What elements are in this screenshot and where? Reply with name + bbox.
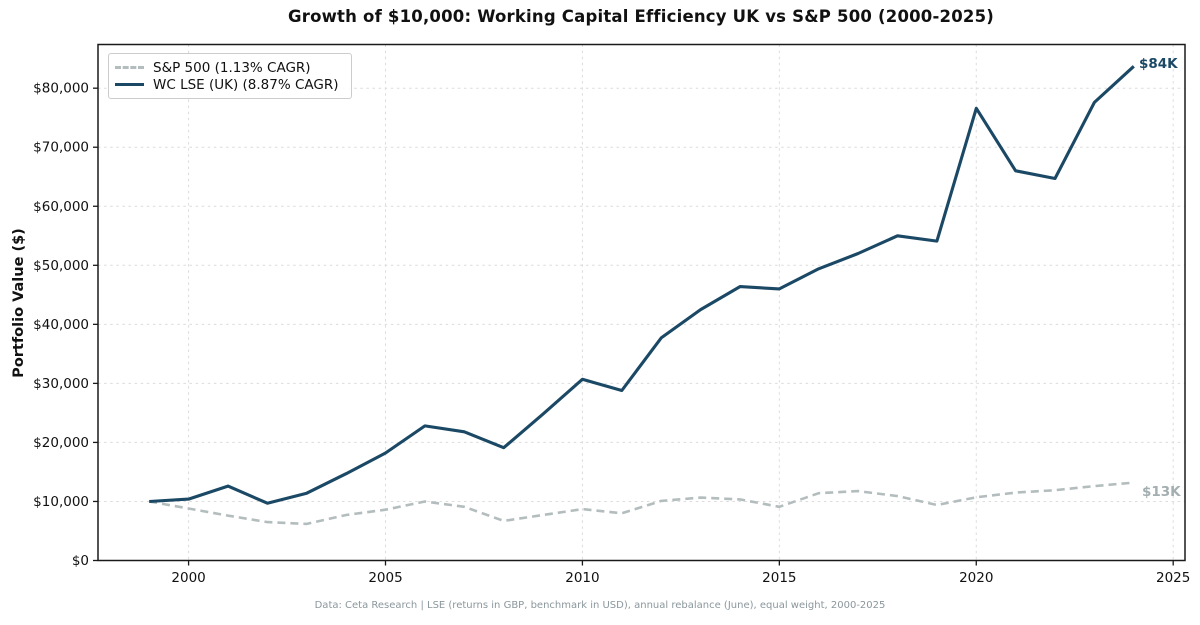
y-axis-label: Portfolio Value ($) <box>11 228 27 378</box>
y-tick-label: $20,000 <box>33 435 89 451</box>
x-tick-label: 2025 <box>1156 570 1190 586</box>
series-line-1 <box>149 65 1135 505</box>
sp500-dashed-line-sample <box>115 66 144 69</box>
end-label-sp500: $13K <box>1142 484 1181 500</box>
x-tick-label: 2000 <box>171 570 205 586</box>
plot-border <box>97 43 1186 562</box>
y-tick-label: $70,000 <box>33 140 89 156</box>
y-tick-label: $60,000 <box>33 199 89 215</box>
data-source-note: Data: Ceta Research | LSE (returns in GB… <box>314 600 886 611</box>
wc-lse-solid-line-sample <box>115 83 144 86</box>
chart-title: Growth of $10,000: Working Capital Effic… <box>288 7 994 26</box>
y-tick-label: $30,000 <box>33 376 89 392</box>
legend-item-wc-lse: WC LSE (UK) (8.87% CAGR) <box>115 76 341 93</box>
y-tick-label: $80,000 <box>33 81 89 97</box>
x-tick-label: 2005 <box>368 570 402 586</box>
y-tick-label: $40,000 <box>33 317 89 333</box>
y-tick-label: $0 <box>72 553 89 569</box>
legend-item-sp500: S&P 500 (1.13% CAGR) <box>115 59 341 76</box>
x-tick-label: 2015 <box>762 570 796 586</box>
x-tick-label: 2020 <box>959 570 993 586</box>
legend-label-sp500: S&P 500 (1.13% CAGR) <box>153 59 311 76</box>
x-tick-label: 2010 <box>565 570 599 586</box>
y-tick-label: $50,000 <box>33 258 89 274</box>
y-tick-label: $10,000 <box>33 494 89 510</box>
legend: S&P 500 (1.13% CAGR) WC LSE (UK) (8.87% … <box>108 53 352 99</box>
legend-label-wc-lse: WC LSE (UK) (8.87% CAGR) <box>153 76 339 93</box>
end-label-wc-lse: $84K <box>1139 56 1178 72</box>
series-line-0 <box>148 481 1134 526</box>
